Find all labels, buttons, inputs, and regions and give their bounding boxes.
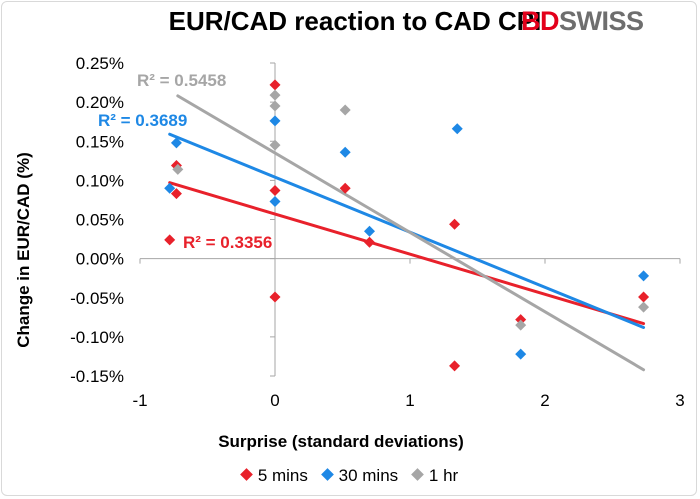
point-5-mins — [339, 182, 351, 194]
point-30-mins — [170, 137, 182, 149]
legend: 5 mins 30 mins 1 hr — [0, 466, 700, 486]
trendline-5-mins — [168, 181, 646, 326]
point-30-mins — [515, 348, 527, 360]
point-30-mins — [364, 225, 375, 237]
point-5-mins — [269, 291, 281, 303]
point-5-mins — [269, 79, 281, 91]
x-tick-label: 1 — [405, 391, 414, 410]
point-1-hr — [638, 301, 650, 313]
y-tick-label: 0.05% — [76, 211, 124, 230]
x-tick-label: 3 — [675, 391, 684, 410]
legend-item-1-hr: 1 hr — [411, 466, 459, 486]
y-tick-label: 0.10% — [76, 171, 124, 190]
point-1-hr — [339, 104, 351, 116]
point-5-mins — [164, 234, 176, 246]
y-tick-label: -0.10% — [70, 328, 124, 347]
point-5-mins — [449, 218, 461, 230]
point-30-mins — [164, 182, 176, 194]
point-1-hr — [269, 100, 281, 112]
point-30-mins — [638, 270, 650, 282]
logo-part-swiss: SWISS — [559, 6, 644, 36]
legend-swatch-1-hr — [411, 468, 424, 481]
point-5-mins — [449, 360, 461, 372]
chart-title: EUR/CAD reaction to CAD CPI — [168, 6, 542, 36]
legend-label-5-mins: 5 mins — [257, 466, 308, 485]
legend-swatch-5-mins — [239, 468, 253, 481]
point-1-hr — [269, 89, 281, 101]
y-tick-label: 0.20% — [76, 93, 124, 112]
x-tick-label: 2 — [540, 391, 549, 410]
y-tick-label: 0.00% — [76, 250, 124, 269]
point-1-hr — [172, 163, 184, 175]
r2-label-1-hr: R² = 0.5458 — [137, 71, 226, 90]
point-5-mins — [364, 236, 375, 248]
point-1-hr — [269, 139, 281, 151]
legend-item-30-mins: 30 mins — [320, 466, 399, 486]
x-axis-label: Surprise (standard deviations) — [218, 432, 464, 451]
point-30-mins — [451, 123, 463, 135]
y-tick-label: -0.15% — [70, 367, 124, 386]
point-30-mins — [339, 146, 351, 158]
point-1-hr — [515, 319, 527, 331]
point-5-mins — [170, 188, 182, 200]
y-tick-label: -0.05% — [70, 289, 124, 308]
legend-item-5-mins: 5 mins — [239, 466, 308, 486]
bdswiss-logo: BDSWISS — [521, 6, 644, 37]
x-tick-label: 0 — [270, 391, 279, 410]
r2-label-30-mins: R² = 0.3689 — [98, 111, 187, 130]
point-5-mins — [269, 185, 281, 197]
y-tick-label: 0.25% — [76, 54, 124, 73]
legend-swatch-30-mins — [320, 468, 334, 481]
r2-label-5-mins: R² = 0.3356 — [183, 233, 272, 252]
legend-label-1-hr: 1 hr — [428, 466, 459, 485]
point-30-mins — [269, 196, 281, 208]
logo-part-bd: BD — [521, 6, 560, 36]
x-tick-label: -1 — [132, 391, 147, 410]
y-tick-label: 0.15% — [76, 132, 124, 151]
point-30-mins — [269, 115, 281, 127]
trendline-1-hr — [176, 94, 646, 372]
y-axis-label: Change in EUR/CAD (%) — [14, 152, 33, 348]
legend-label-30-mins: 30 mins — [338, 466, 399, 485]
point-5-mins — [638, 291, 650, 303]
